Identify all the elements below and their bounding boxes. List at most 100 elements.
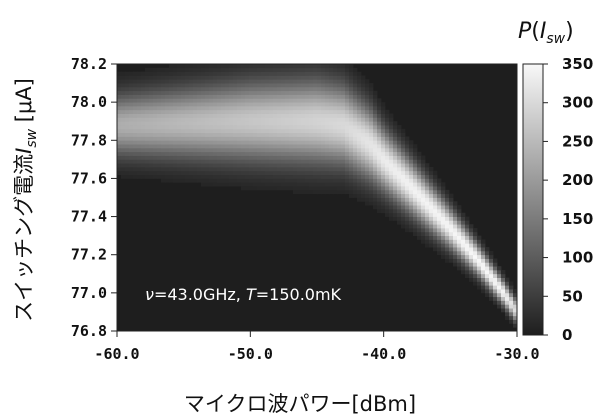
heatmap-cell (149, 113, 154, 118)
heatmap-cell (173, 71, 178, 76)
heatmap-cell (141, 79, 146, 84)
heatmap-cell (253, 105, 258, 111)
heatmap-cell (193, 90, 198, 95)
heatmap-cell (285, 166, 290, 172)
heatmap-cell (473, 277, 478, 282)
heatmap-cell (413, 212, 418, 217)
heatmap-cell (293, 178, 298, 183)
heatmap-cell (285, 132, 290, 137)
heatmap-cell (213, 64, 218, 69)
heatmap-cell (365, 98, 370, 103)
heatmap-cell (297, 98, 302, 103)
heatmap-cell (513, 315, 518, 320)
heatmap-cell (153, 151, 158, 156)
heatmap-cell (281, 166, 286, 172)
heatmap-cell (313, 94, 318, 99)
heatmap-cell (169, 144, 174, 149)
heatmap-cell (317, 128, 322, 134)
heatmap-cell (385, 128, 390, 134)
heatmap-cell (381, 105, 386, 111)
heatmap-cell (313, 140, 318, 145)
heatmap-cell (221, 178, 226, 183)
heatmap-cell (457, 266, 462, 271)
heatmap-cell (217, 125, 222, 130)
heatmap-cell (249, 75, 254, 80)
heatmap-cell (317, 186, 322, 191)
heatmap-cell (149, 105, 154, 111)
heatmap-cell (225, 170, 230, 176)
heatmap-cell (505, 308, 510, 313)
heatmap-cell (333, 186, 338, 191)
heatmap-cell (229, 155, 234, 160)
heatmap-cell (285, 117, 290, 122)
heatmap-cell (345, 98, 350, 103)
heatmap-cell (309, 159, 314, 164)
heatmap-cell (285, 147, 290, 153)
heatmap-cell (169, 67, 174, 73)
heatmap-cell (237, 136, 242, 141)
heatmap-cell (177, 159, 182, 164)
heatmap-cell (133, 90, 138, 95)
heatmap-cell (173, 79, 178, 84)
heatmap-cell (325, 178, 330, 183)
heatmap-cell (237, 178, 242, 183)
heatmap-cell (465, 216, 470, 221)
heatmap-cell (421, 193, 426, 198)
heatmap-cell (149, 155, 154, 160)
heatmap-cell (373, 166, 378, 172)
heatmap-cell (209, 79, 214, 84)
heatmap-cell (489, 277, 494, 282)
heatmap-cell (253, 144, 258, 149)
heatmap-cell (133, 132, 138, 137)
heatmap-cell (333, 151, 338, 156)
heatmap-cell (269, 86, 274, 92)
heatmap-cell (337, 64, 342, 69)
heatmap-cell (321, 132, 326, 137)
heatmap-cell (345, 113, 350, 118)
heatmap-cell (329, 98, 334, 103)
heatmap-cell (373, 136, 378, 141)
heatmap-cell (433, 212, 438, 217)
heatmap-cell (321, 140, 326, 145)
heatmap-cell (325, 170, 330, 176)
heatmap-cell (333, 64, 338, 69)
heatmap-cell (341, 186, 346, 191)
heatmap-cell (237, 109, 242, 114)
heatmap-cell (461, 247, 466, 252)
heatmap-cell (281, 132, 286, 137)
heatmap-cell (221, 109, 226, 114)
heatmap-cell (377, 105, 382, 111)
heatmap-cell (293, 144, 298, 149)
heatmap-cell (329, 109, 334, 114)
heatmap-cell (337, 166, 342, 172)
heatmap-cell (293, 136, 298, 141)
heatmap-cell (373, 189, 378, 195)
heatmap-cell (265, 128, 270, 134)
heatmap-cell (133, 128, 138, 134)
heatmap-cell (409, 147, 414, 153)
heatmap-cell (277, 132, 282, 137)
heatmap-cell (337, 144, 342, 149)
heatmap-cell (221, 64, 226, 69)
heatmap-cell (213, 174, 218, 179)
heatmap-cell (377, 170, 382, 176)
heatmap-cell (405, 193, 410, 198)
heatmap-cell (173, 113, 178, 118)
heatmap-cell (317, 67, 322, 73)
heatmap-cell (205, 64, 210, 69)
heatmap-cell (253, 94, 258, 99)
heatmap-cell (397, 144, 402, 149)
heatmap-cell (141, 75, 146, 80)
heatmap-cell (385, 109, 390, 114)
heatmap-cell (513, 300, 518, 305)
heatmap-cell (473, 243, 478, 248)
heatmap-cell (249, 166, 254, 172)
heatmap-cell (237, 121, 242, 126)
heatmap-cell (329, 136, 334, 141)
heatmap-cell (185, 90, 190, 95)
heatmap-cell (401, 193, 406, 198)
heatmap-cell (405, 174, 410, 179)
heatmap-cell (213, 67, 218, 73)
heatmap-cell (161, 71, 166, 76)
heatmap-cell (241, 71, 246, 76)
